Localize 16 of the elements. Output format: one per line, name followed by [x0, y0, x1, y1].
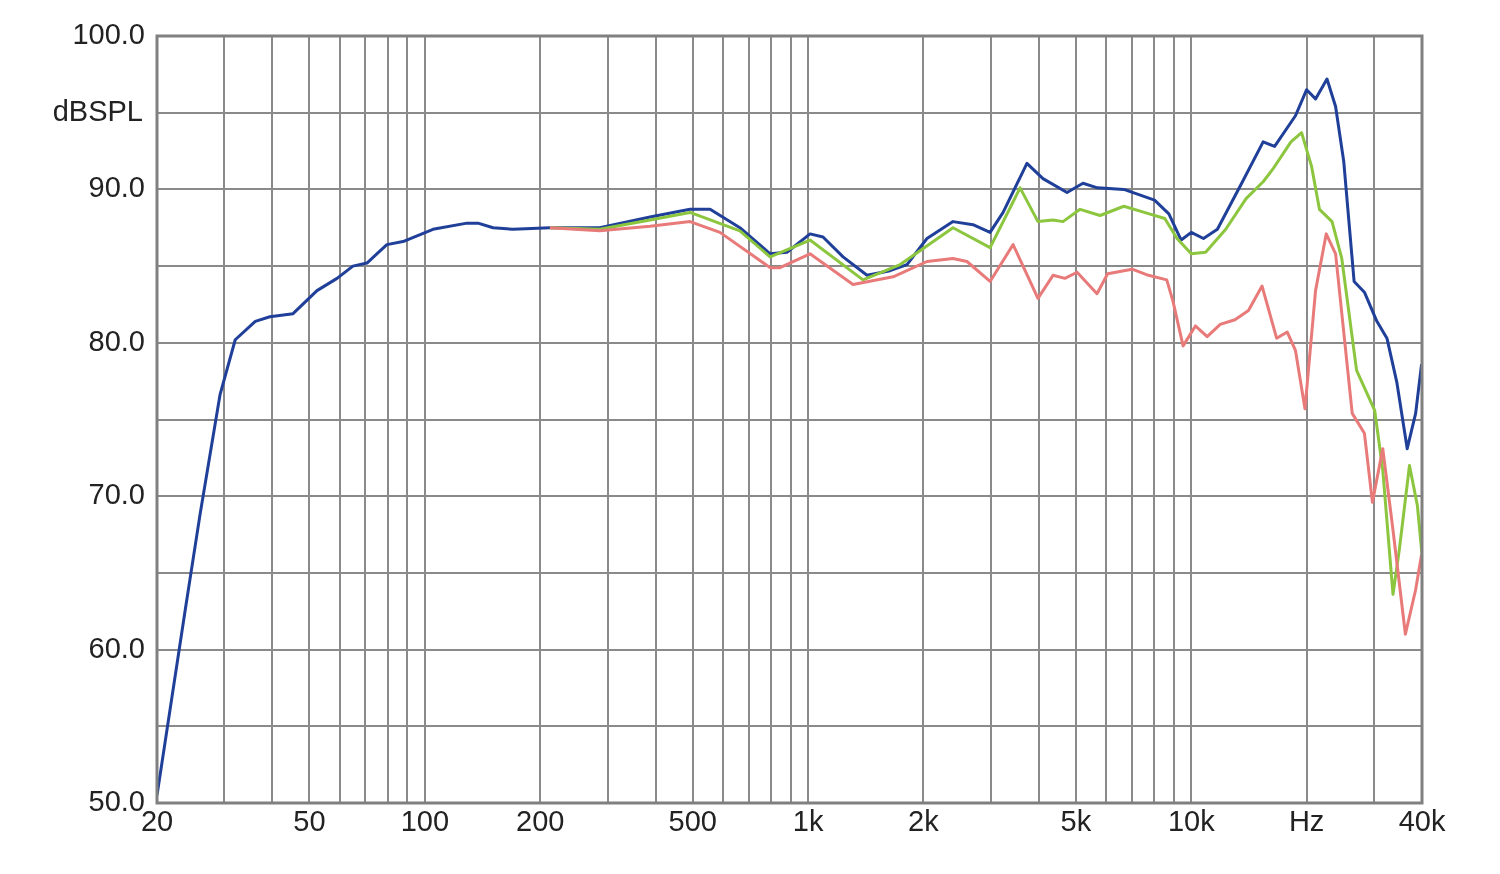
y-axis-title: dBSPL: [52, 94, 143, 127]
x-tick-label: Hz: [1288, 805, 1325, 838]
x-tick-label: 5k: [1060, 805, 1092, 838]
x-tick-label: 50: [293, 805, 326, 838]
x-tick-label: 40k: [1398, 805, 1446, 838]
y-tick-label: 80.0: [88, 324, 145, 357]
y-tick-label: 90.0: [88, 171, 145, 204]
x-tick-label: 2k: [908, 805, 940, 838]
x-tick-label: 500: [668, 805, 717, 838]
y-tick-label: 60.0: [88, 631, 145, 664]
y-tick-label: 100.0: [72, 18, 145, 50]
x-tick-label: 200: [516, 805, 565, 838]
y-tick-label: 70.0: [88, 478, 145, 511]
x-tick-label: 1k: [792, 805, 824, 838]
x-tick-label: 100: [400, 805, 450, 838]
x-tick-label: 10k: [1167, 805, 1216, 838]
